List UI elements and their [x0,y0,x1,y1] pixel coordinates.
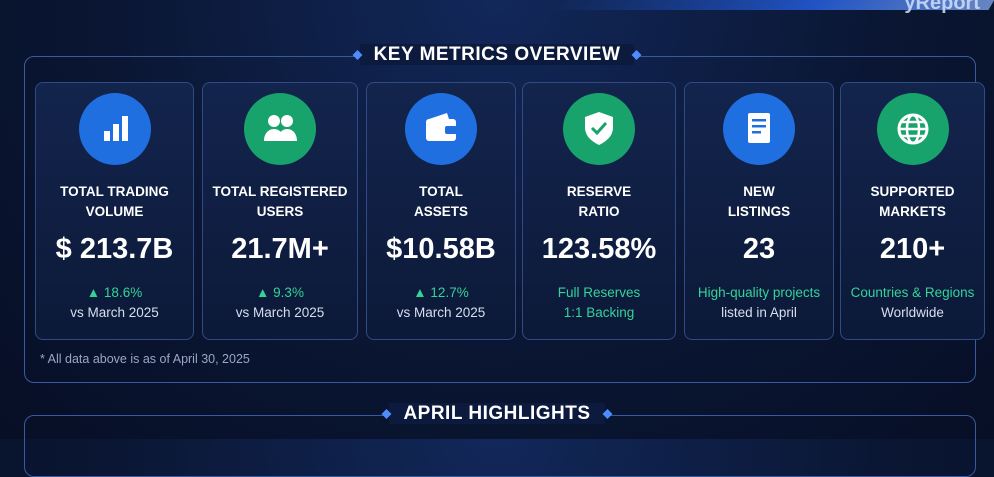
change-value: 9.3% [273,285,304,300]
footnote: * All data above is as of April 30, 2025 [40,352,250,366]
metric-value: 23 [742,233,776,265]
icon-glyph [103,116,128,141]
metric-card: RESERVE RATIO 123.58% Full Reserves 1:1 Back… [522,82,676,340]
icon-glyph [264,115,297,141]
metric-label: TOTAL REGISTERED USERS [203,182,357,222]
metric-label: NEW LISTINGS [685,182,833,222]
metric-icon [563,93,635,165]
highlight-line: Full Reserves [557,285,641,300]
metric-label: TOTAL TRADING VOLUME [36,182,193,222]
label-line: VOLUME [85,204,144,219]
note-line: vs March 2025 [235,305,325,320]
next-section-title-text: APRIL HIGHLIGHTS [389,403,605,424]
metric-icon [405,93,477,165]
change-row: ▲ 9.3% [203,283,357,303]
metric-label: SUPPORTED MARKETS [841,182,984,222]
metric-label: TOTAL ASSETS [367,182,515,222]
metric-value: 210+ [879,233,946,265]
metric-notes: Countries & Regions Worldwide [841,283,984,323]
label-line: MARKETS [879,204,946,219]
change-value: 18.6% [103,285,143,300]
label-line: NEW [743,184,775,199]
metric-notes: ▲ 12.7% vs March 2025 [367,283,515,323]
note-line: vs March 2025 [70,305,159,320]
metric-notes: Full Reserves 1:1 Backing [523,283,675,323]
change-row: ▲ 18.6% [36,283,193,303]
up-arrow: ▲ [86,285,104,300]
icon-glyph [897,113,928,145]
metric-notes: ▲ 18.6% vs March 2025 [36,283,193,323]
label-line: SUPPORTED [870,184,955,199]
metric-icon [876,93,949,165]
label-line: TOTAL [419,184,463,199]
metric-card: NEW LISTINGS 23 High-quality projects listed… [684,82,834,340]
next-section-title: APRIL HIGHLIGHTS [0,403,994,425]
note-line: vs March 2025 [396,305,486,320]
highlight-line: High-quality projects [697,285,821,300]
metric-value: 21.7M+ [231,233,329,265]
metric-value: $ 213.7B [55,233,174,265]
metric-icon [244,93,316,165]
metric-card: TOTAL ASSETS $10.58B ▲ 12.7% vs March 2025 [366,82,516,340]
label-line: TOTAL TRADING [60,184,169,199]
page: yReport KEY METRICS OVERVIEW TOTAL TRADI… [0,0,994,439]
label-line: TOTAL REGISTERED [212,184,348,199]
metric-icon [723,93,795,165]
metric-card: SUPPORTED MARKETS 210+ Countries & Regions W… [840,82,985,340]
highlight-line: 1:1 Backing [563,305,635,320]
change-row: ▲ 12.7% [367,283,515,303]
metric-value: 123.58% [541,233,657,265]
icon-glyph [426,113,457,141]
icon-glyph [748,113,770,143]
highlight-line: Countries & Regions [850,285,975,300]
metric-notes: ▲ 9.3% vs March 2025 [203,283,357,323]
label-line: USERS [256,204,304,219]
section-title-text: KEY METRICS OVERVIEW [359,44,635,65]
label-line: LISTINGS [727,204,791,219]
corner-text: yReport [904,0,980,14]
label-line: ASSETS [413,204,468,219]
section-title: KEY METRICS OVERVIEW [0,44,994,66]
metric-value: $10.58B [386,233,496,265]
change-value: 12.7% [430,285,469,300]
note-line: Worldwide [881,305,944,320]
icon-glyph [585,112,613,145]
metric-card: TOTAL TRADING VOLUME $ 213.7B ▲ 18.6% vs Mar… [35,82,194,340]
label-line: RESERVE [566,184,632,199]
metric-label: RESERVE RATIO [523,182,675,222]
up-arrow: ▲ [256,285,274,300]
note-line: listed in April [721,305,797,320]
label-line: RATIO [578,204,620,219]
metric-notes: High-quality projects listed in April [685,283,833,323]
up-arrow: ▲ [413,285,431,300]
metric-icon [78,93,151,165]
metric-card: TOTAL REGISTERED USERS 21.7M+ ▲ 9.3% vs Marc… [202,82,358,340]
